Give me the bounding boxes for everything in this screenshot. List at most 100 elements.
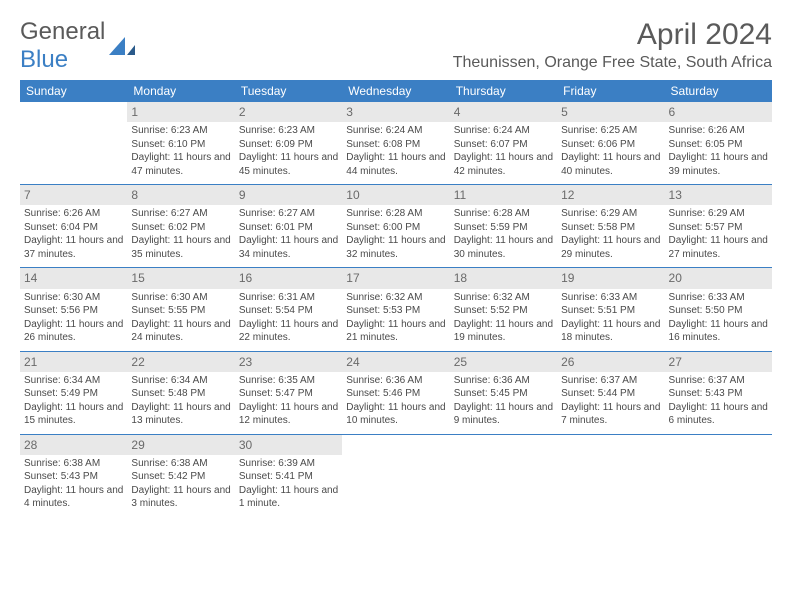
logo: General Blue (20, 18, 137, 74)
day-number: 2 (235, 102, 342, 122)
sunset-text: Sunset: 5:57 PM (669, 221, 768, 235)
daylight-text: Daylight: 11 hours and 13 minutes. (131, 401, 230, 428)
day-number: 22 (127, 352, 234, 372)
day-cell (450, 435, 557, 517)
day-number: 11 (450, 185, 557, 205)
day-cell: 17Sunrise: 6:32 AMSunset: 5:53 PMDayligh… (342, 268, 449, 351)
sunrise-text: Sunrise: 6:26 AM (669, 124, 768, 138)
sunset-text: Sunset: 5:44 PM (561, 387, 660, 401)
day-number: 5 (557, 102, 664, 122)
daylight-text: Daylight: 11 hours and 30 minutes. (454, 234, 553, 261)
sunset-text: Sunset: 5:43 PM (669, 387, 768, 401)
sunset-text: Sunset: 5:46 PM (346, 387, 445, 401)
day-cell: 23Sunrise: 6:35 AMSunset: 5:47 PMDayligh… (235, 352, 342, 435)
day-number: 26 (557, 352, 664, 372)
day-number: 7 (20, 185, 127, 205)
sunrise-text: Sunrise: 6:24 AM (454, 124, 553, 138)
day-number (450, 435, 557, 455)
daylight-text: Daylight: 11 hours and 7 minutes. (561, 401, 660, 428)
daylight-text: Daylight: 11 hours and 40 minutes. (561, 151, 660, 178)
day-cell: 18Sunrise: 6:32 AMSunset: 5:52 PMDayligh… (450, 268, 557, 351)
daylight-text: Daylight: 11 hours and 6 minutes. (669, 401, 768, 428)
daylight-text: Daylight: 11 hours and 24 minutes. (131, 318, 230, 345)
daylight-text: Daylight: 11 hours and 18 minutes. (561, 318, 660, 345)
month-title: April 2024 (453, 18, 772, 52)
sunrise-text: Sunrise: 6:29 AM (669, 207, 768, 221)
day-cell: 28Sunrise: 6:38 AMSunset: 5:43 PMDayligh… (20, 435, 127, 517)
day-number: 3 (342, 102, 449, 122)
daylight-text: Daylight: 11 hours and 15 minutes. (24, 401, 123, 428)
sunset-text: Sunset: 5:42 PM (131, 470, 230, 484)
day-number: 25 (450, 352, 557, 372)
day-number: 28 (20, 435, 127, 455)
day-cell: 29Sunrise: 6:38 AMSunset: 5:42 PMDayligh… (127, 435, 234, 517)
day-number: 21 (20, 352, 127, 372)
day-cell: 9Sunrise: 6:27 AMSunset: 6:01 PMDaylight… (235, 185, 342, 268)
daylight-text: Daylight: 11 hours and 22 minutes. (239, 318, 338, 345)
day-cell: 13Sunrise: 6:29 AMSunset: 5:57 PMDayligh… (665, 185, 772, 268)
day-cell: 20Sunrise: 6:33 AMSunset: 5:50 PMDayligh… (665, 268, 772, 351)
day-number: 17 (342, 268, 449, 288)
day-number: 23 (235, 352, 342, 372)
sunrise-text: Sunrise: 6:23 AM (239, 124, 338, 138)
sunrise-text: Sunrise: 6:36 AM (454, 374, 553, 388)
dow-tue: Tuesday (235, 80, 342, 102)
daylight-text: Daylight: 11 hours and 27 minutes. (669, 234, 768, 261)
day-cell (20, 102, 127, 185)
logo-text-a: General (20, 18, 105, 45)
sunrise-text: Sunrise: 6:23 AM (131, 124, 230, 138)
day-number: 19 (557, 268, 664, 288)
dow-fri: Friday (557, 80, 664, 102)
day-cell: 5 Sunrise: 6:25 AMSunset: 6:06 PMDaylight… (557, 102, 664, 185)
sunset-text: Sunset: 5:53 PM (346, 304, 445, 318)
sunrise-text: Sunrise: 6:24 AM (346, 124, 445, 138)
sunset-text: Sunset: 5:45 PM (454, 387, 553, 401)
day-number: 10 (342, 185, 449, 205)
day-number: 16 (235, 268, 342, 288)
sunset-text: Sunset: 5:52 PM (454, 304, 553, 318)
day-number: 30 (235, 435, 342, 455)
daylight-text: Daylight: 11 hours and 44 minutes. (346, 151, 445, 178)
sunset-text: Sunset: 5:51 PM (561, 304, 660, 318)
day-number: 6 (665, 102, 772, 122)
sunset-text: Sunset: 5:50 PM (669, 304, 768, 318)
day-cell: 4Sunrise: 6:24 AMSunset: 6:07 PMDaylight… (450, 102, 557, 185)
sunrise-text: Sunrise: 6:32 AM (346, 291, 445, 305)
sunset-text: Sunset: 6:10 PM (131, 138, 230, 152)
day-number (665, 435, 772, 455)
sunrise-text: Sunrise: 6:28 AM (346, 207, 445, 221)
sunrise-text: Sunrise: 6:25 AM (561, 124, 660, 138)
day-cell: 11Sunrise: 6:28 AMSunset: 5:59 PMDayligh… (450, 185, 557, 268)
week-row: 21Sunrise: 6:34 AMSunset: 5:49 PMDayligh… (20, 352, 772, 435)
day-number: 1 (127, 102, 234, 122)
day-number: 24 (342, 352, 449, 372)
day-cell: 12Sunrise: 6:29 AMSunset: 5:58 PMDayligh… (557, 185, 664, 268)
daylight-text: Daylight: 11 hours and 9 minutes. (454, 401, 553, 428)
sunset-text: Sunset: 6:09 PM (239, 138, 338, 152)
daylight-text: Daylight: 11 hours and 34 minutes. (239, 234, 338, 261)
dow-wed: Wednesday (342, 80, 449, 102)
day-cell: 27Sunrise: 6:37 AMSunset: 5:43 PMDayligh… (665, 352, 772, 435)
daylight-text: Daylight: 11 hours and 12 minutes. (239, 401, 338, 428)
day-cell (665, 435, 772, 517)
daylight-text: Daylight: 11 hours and 35 minutes. (131, 234, 230, 261)
header: General Blue April 2024 Theunissen, Oran… (20, 18, 772, 74)
day-number: 4 (450, 102, 557, 122)
sunrise-text: Sunrise: 6:33 AM (561, 291, 660, 305)
day-number: 12 (557, 185, 664, 205)
dow-sat: Saturday (665, 80, 772, 102)
week-row: 14Sunrise: 6:30 AMSunset: 5:56 PMDayligh… (20, 268, 772, 351)
sunset-text: Sunset: 6:06 PM (561, 138, 660, 152)
sunrise-text: Sunrise: 6:34 AM (131, 374, 230, 388)
day-cell: 6Sunrise: 6:26 AMSunset: 6:05 PMDaylight… (665, 102, 772, 185)
sunrise-text: Sunrise: 6:31 AM (239, 291, 338, 305)
daylight-text: Daylight: 11 hours and 1 minute. (239, 484, 338, 511)
sunset-text: Sunset: 5:58 PM (561, 221, 660, 235)
day-cell: 2Sunrise: 6:23 AMSunset: 6:09 PMDaylight… (235, 102, 342, 185)
day-cell (557, 435, 664, 517)
day-number (20, 102, 127, 122)
sunset-text: Sunset: 5:43 PM (24, 470, 123, 484)
sunrise-text: Sunrise: 6:26 AM (24, 207, 123, 221)
sunrise-text: Sunrise: 6:38 AM (24, 457, 123, 471)
day-cell: 8Sunrise: 6:27 AMSunset: 6:02 PMDaylight… (127, 185, 234, 268)
